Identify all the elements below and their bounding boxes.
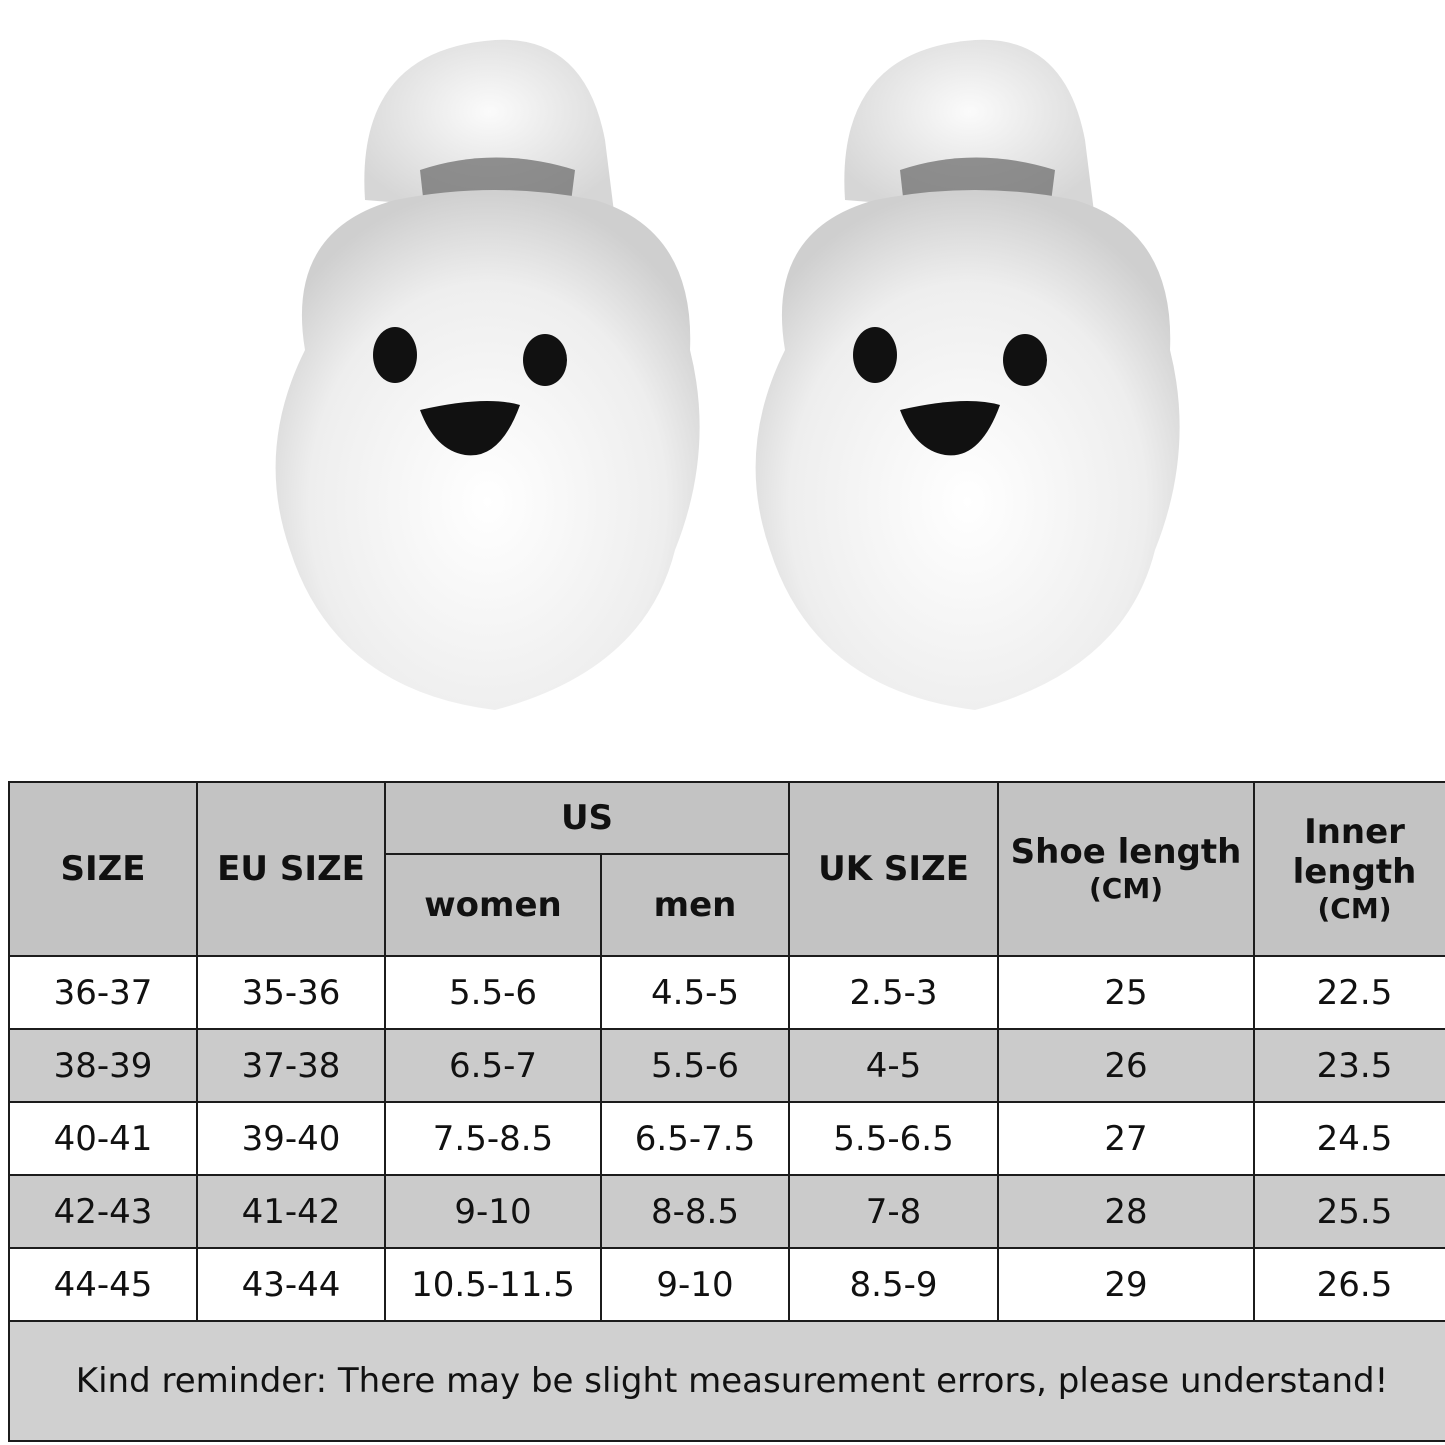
cell-us-men: 5.5-6 [599, 1028, 791, 1103]
cell-size: 38-39 [8, 1028, 198, 1103]
cell-eu: 39-40 [196, 1101, 386, 1176]
cell-us-women: 9-10 [384, 1174, 602, 1249]
cell-eu: 35-36 [196, 955, 386, 1030]
cell-uk: 4-5 [788, 1028, 1000, 1103]
slipper-icon [275, 39, 700, 710]
cell-uk: 8.5-9 [788, 1247, 1000, 1322]
cell-shoe-length: 25 [997, 955, 1256, 1030]
cell-us-men: 6.5-7.5 [599, 1101, 791, 1176]
cell-size: 36-37 [8, 955, 198, 1030]
cell-shoe-length: 28 [997, 1174, 1256, 1249]
cell-us-men: 8-8.5 [599, 1174, 791, 1249]
cell-inner-length: 25.5 [1253, 1174, 1445, 1249]
table-row: 40-41 39-40 7.5-8.5 6.5-7.5 5.5-6.5 27 2… [8, 1101, 1445, 1176]
header-eu-size: EU SIZE [196, 781, 386, 957]
cell-shoe-length: 29 [997, 1247, 1256, 1322]
table-row: 36-37 35-36 5.5-6 4.5-5 2.5-3 25 22.5 [8, 955, 1445, 1030]
cell-uk: 2.5-3 [788, 955, 1000, 1030]
header-us: US [383, 781, 791, 855]
header-inner-length-line1: Inner [1304, 812, 1405, 852]
cell-eu: 41-42 [196, 1174, 386, 1249]
header-shoe-length-label: Shoe length [1010, 832, 1242, 872]
header-shoe-length-unit: (CM) [1089, 872, 1164, 905]
cell-us-women: 7.5-8.5 [384, 1101, 602, 1176]
cell-eu: 43-44 [196, 1247, 386, 1322]
cell-size: 40-41 [8, 1101, 198, 1176]
cell-inner-length: 23.5 [1253, 1028, 1445, 1103]
cell-size: 42-43 [8, 1174, 198, 1249]
table-row: 38-39 37-38 6.5-7 5.5-6 4-5 26 23.5 [8, 1028, 1445, 1103]
cell-uk: 7-8 [788, 1174, 1000, 1249]
header-inner-length-unit: (CM) [1317, 892, 1392, 925]
cell-shoe-length: 27 [997, 1101, 1256, 1176]
cell-uk: 5.5-6.5 [788, 1101, 1000, 1176]
cell-inner-length: 24.5 [1253, 1101, 1445, 1176]
header-size: SIZE [8, 781, 198, 957]
header-shoe-length: Shoe length (CM) [997, 781, 1256, 957]
cell-inner-length: 22.5 [1253, 955, 1445, 1030]
cell-eu: 37-38 [196, 1028, 386, 1103]
table-row: 44-45 43-44 10.5-11.5 9-10 8.5-9 29 26.5 [8, 1247, 1445, 1322]
header-uk-size: UK SIZE [788, 781, 1000, 957]
header-us-women: women [384, 853, 602, 957]
cell-us-women: 6.5-7 [384, 1028, 602, 1103]
slipper-icon [755, 39, 1180, 710]
header-us-men: men [599, 853, 791, 957]
cell-size: 44-45 [8, 1247, 198, 1322]
product-photo [245, 30, 1205, 750]
table-row: 42-43 41-42 9-10 8-8.5 7-8 28 25.5 [8, 1174, 1445, 1249]
cell-shoe-length: 26 [997, 1028, 1256, 1103]
cell-us-men: 4.5-5 [599, 955, 791, 1030]
cell-us-women: 10.5-11.5 [384, 1247, 602, 1322]
footer-note: Kind reminder: There may be slight measu… [7, 1320, 1445, 1442]
cell-us-women: 5.5-6 [384, 955, 602, 1030]
slipper-right-image [725, 30, 1205, 750]
size-chart-table: SIZE EU SIZE US UK SIZE Shoe length (CM)… [7, 781, 1445, 1442]
header-inner-length: Inner length (CM) [1253, 781, 1445, 957]
header-inner-length-line2: length [1292, 852, 1417, 892]
cell-us-men: 9-10 [599, 1247, 791, 1322]
slipper-left-image [245, 30, 725, 750]
cell-inner-length: 26.5 [1253, 1247, 1445, 1322]
